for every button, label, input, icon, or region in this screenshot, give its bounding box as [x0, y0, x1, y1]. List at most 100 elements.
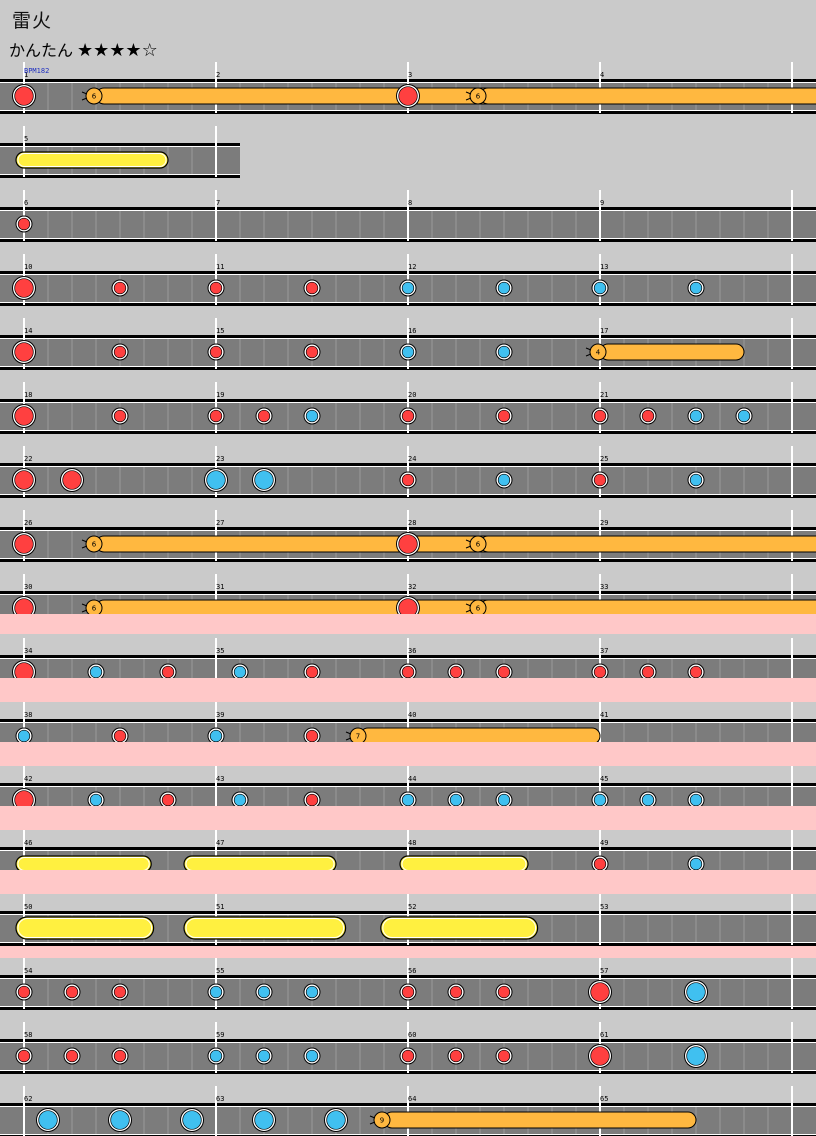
- note-face: [641, 793, 655, 807]
- measure-number: 7: [216, 199, 220, 207]
- note-face: [17, 985, 31, 999]
- note-face: [14, 86, 34, 106]
- note-face: [182, 1110, 202, 1130]
- measure-number: 62: [24, 1095, 32, 1103]
- balloon-count: 6: [92, 93, 97, 101]
- note-face: [401, 793, 415, 807]
- measure-number: 26: [24, 519, 32, 527]
- note-face: [113, 985, 127, 999]
- measure-number: 12: [408, 263, 416, 271]
- measure-number: 58: [24, 1031, 32, 1039]
- measure-number: 11: [216, 263, 224, 271]
- measure-number: 33: [600, 583, 608, 591]
- balloon-roll: [383, 1111, 697, 1129]
- note-face: [497, 1049, 511, 1063]
- drumroll: [183, 855, 337, 873]
- note-face: [449, 1049, 463, 1063]
- measure-number: 49: [600, 839, 608, 847]
- note-face: [209, 281, 223, 295]
- note-face: [233, 793, 247, 807]
- measure-number: 17: [600, 327, 608, 335]
- chart-row: 14 15 16 17 4: [0, 318, 816, 370]
- measure-number: 53: [600, 903, 608, 911]
- note-face: [398, 86, 418, 106]
- balloon-count: 6: [476, 605, 481, 613]
- measure-number: 43: [216, 775, 224, 783]
- note-face: [497, 985, 511, 999]
- note-face: [497, 665, 511, 679]
- measure-number: 21: [600, 391, 608, 399]
- note-face: [254, 470, 274, 490]
- note-face: [305, 1049, 319, 1063]
- note-face: [593, 793, 607, 807]
- measure-number: 27: [216, 519, 224, 527]
- measure-number: 22: [24, 455, 32, 463]
- measure-number: 48: [408, 839, 416, 847]
- note-face: [110, 1110, 130, 1130]
- measure-number: 36: [408, 647, 416, 655]
- note-face: [686, 982, 706, 1002]
- note-face: [206, 470, 226, 490]
- drumroll-highlight: [17, 153, 167, 167]
- measure-number: 59: [216, 1031, 224, 1039]
- note-face: [497, 409, 511, 423]
- measure-number: 16: [408, 327, 416, 335]
- note-face: [497, 345, 511, 359]
- balloon-roll: [479, 87, 816, 105]
- balloon-head: [589, 343, 607, 361]
- measure-number: 8: [408, 199, 412, 207]
- chart-row: 54 55 56 57: [0, 958, 816, 1010]
- note-face: [305, 281, 319, 295]
- difficulty-label: かんたん: [9, 41, 74, 60]
- note-face: [113, 729, 127, 743]
- note-face: [209, 1049, 223, 1063]
- note-face: [209, 409, 223, 423]
- measure-number: 30: [24, 583, 32, 591]
- measure-number: 10: [24, 263, 32, 271]
- measure-number: 40: [408, 711, 416, 719]
- measure-number: 31: [216, 583, 224, 591]
- note-face: [593, 281, 607, 295]
- note-face: [401, 281, 415, 295]
- measure-number: 15: [216, 327, 224, 335]
- balloon-count: 4: [596, 349, 601, 357]
- balloon-head: [85, 87, 103, 105]
- note-face: [65, 985, 79, 999]
- note-face: [14, 534, 34, 554]
- measure-number: 6: [24, 199, 28, 207]
- lane-rail-bottom-highlight: [0, 174, 240, 175]
- drumroll: [15, 855, 152, 873]
- chart-row: 6 7 8 9: [0, 190, 816, 242]
- note-face: [17, 217, 31, 231]
- balloon-tail: [81, 91, 88, 101]
- note-face: [401, 665, 415, 679]
- lane-rail-top-highlight: [0, 146, 240, 147]
- measure-number: 34: [24, 647, 32, 655]
- measure-number: 32: [408, 583, 416, 591]
- note-face: [593, 857, 607, 871]
- measure-number: 29: [600, 519, 608, 527]
- note-face: [254, 1110, 274, 1130]
- note-face: [590, 982, 610, 1002]
- balloon-tail: [585, 347, 592, 357]
- balloon-tail: [465, 91, 472, 101]
- balloon-tail: [345, 731, 352, 741]
- balloon-count: 6: [92, 541, 97, 549]
- measure-number: 38: [24, 711, 32, 719]
- note-face: [113, 281, 127, 295]
- balloon-roll: [359, 727, 601, 745]
- balloon-tail: [81, 539, 88, 549]
- measure-number: 65: [600, 1095, 608, 1103]
- measure-number: 57: [600, 967, 608, 975]
- measure-number: 54: [24, 967, 32, 975]
- lane-rail-bottom: [0, 175, 240, 178]
- measure-number: 2: [216, 71, 220, 79]
- measure-number: 44: [408, 775, 416, 783]
- note-face: [497, 793, 511, 807]
- chart-row: 18 19 20 21: [0, 382, 816, 434]
- note-face: [38, 1110, 58, 1130]
- note-face: [305, 985, 319, 999]
- chart-row: 26 27 28 29 6 6: [0, 510, 816, 562]
- note-face: [737, 409, 751, 423]
